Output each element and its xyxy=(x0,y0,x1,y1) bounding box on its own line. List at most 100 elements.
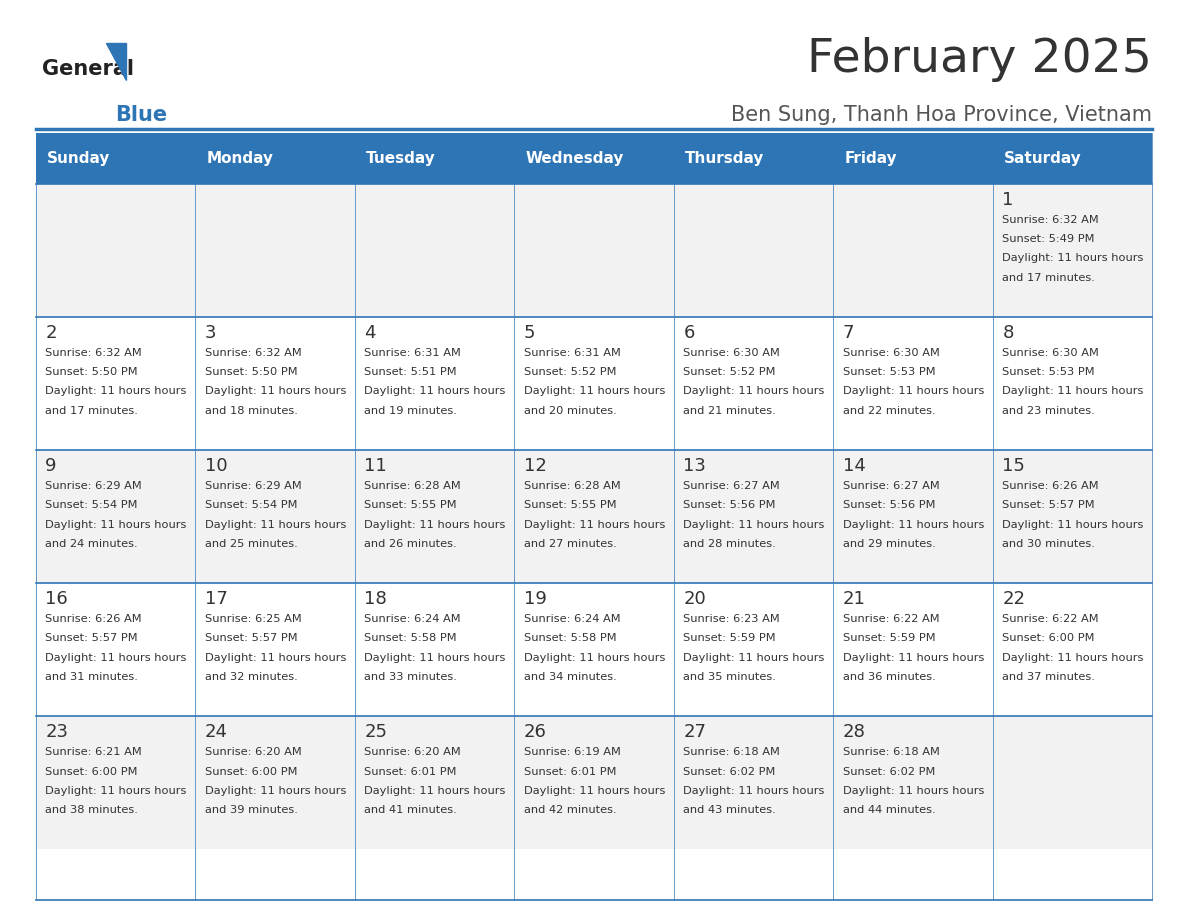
Text: Daylight: 11 hours hours: Daylight: 11 hours hours xyxy=(1003,253,1144,263)
Text: and 17 minutes.: and 17 minutes. xyxy=(1003,273,1095,283)
FancyBboxPatch shape xyxy=(36,583,195,716)
Text: Daylight: 11 hours hours: Daylight: 11 hours hours xyxy=(1003,386,1144,397)
Text: and 26 minutes.: and 26 minutes. xyxy=(365,539,457,549)
FancyBboxPatch shape xyxy=(833,450,993,583)
Text: Daylight: 11 hours hours: Daylight: 11 hours hours xyxy=(683,386,824,397)
Text: Sunrise: 6:27 AM: Sunrise: 6:27 AM xyxy=(842,481,940,491)
FancyBboxPatch shape xyxy=(514,184,674,317)
Text: Sunrise: 6:21 AM: Sunrise: 6:21 AM xyxy=(45,747,141,757)
Text: Daylight: 11 hours hours: Daylight: 11 hours hours xyxy=(365,520,506,530)
Text: Sunrise: 6:22 AM: Sunrise: 6:22 AM xyxy=(842,614,940,624)
Text: Sunset: 5:58 PM: Sunset: 5:58 PM xyxy=(524,633,617,644)
FancyBboxPatch shape xyxy=(36,184,195,317)
Text: Monday: Monday xyxy=(207,151,273,166)
FancyBboxPatch shape xyxy=(355,184,514,317)
Text: Sunrise: 6:32 AM: Sunrise: 6:32 AM xyxy=(45,348,141,358)
Text: and 23 minutes.: and 23 minutes. xyxy=(1003,406,1095,416)
Text: Sunrise: 6:29 AM: Sunrise: 6:29 AM xyxy=(45,481,141,491)
Text: 22: 22 xyxy=(1003,590,1025,609)
Text: and 32 minutes.: and 32 minutes. xyxy=(204,672,297,682)
Text: and 36 minutes.: and 36 minutes. xyxy=(842,672,936,682)
FancyBboxPatch shape xyxy=(195,184,355,317)
FancyBboxPatch shape xyxy=(833,184,993,317)
Text: and 34 minutes.: and 34 minutes. xyxy=(524,672,617,682)
Text: 21: 21 xyxy=(842,590,866,609)
FancyBboxPatch shape xyxy=(993,716,1152,849)
FancyBboxPatch shape xyxy=(355,317,514,450)
Text: 24: 24 xyxy=(204,723,228,742)
Text: Sunrise: 6:27 AM: Sunrise: 6:27 AM xyxy=(683,481,781,491)
Text: Sunset: 5:55 PM: Sunset: 5:55 PM xyxy=(365,500,457,510)
Text: Blue: Blue xyxy=(115,105,168,125)
Text: Daylight: 11 hours hours: Daylight: 11 hours hours xyxy=(524,786,665,796)
Text: Wednesday: Wednesday xyxy=(525,151,624,166)
Text: Sunrise: 6:29 AM: Sunrise: 6:29 AM xyxy=(204,481,302,491)
FancyBboxPatch shape xyxy=(195,716,355,849)
Text: 8: 8 xyxy=(1003,324,1013,342)
Text: and 25 minutes.: and 25 minutes. xyxy=(204,539,297,549)
Text: Daylight: 11 hours hours: Daylight: 11 hours hours xyxy=(842,386,984,397)
Text: Sunrise: 6:25 AM: Sunrise: 6:25 AM xyxy=(204,614,302,624)
Text: Friday: Friday xyxy=(845,151,897,166)
Text: and 37 minutes.: and 37 minutes. xyxy=(1003,672,1095,682)
Text: Daylight: 11 hours hours: Daylight: 11 hours hours xyxy=(45,653,187,663)
Text: Daylight: 11 hours hours: Daylight: 11 hours hours xyxy=(1003,653,1144,663)
FancyBboxPatch shape xyxy=(195,583,355,716)
Text: Sunset: 5:55 PM: Sunset: 5:55 PM xyxy=(524,500,617,510)
Text: Daylight: 11 hours hours: Daylight: 11 hours hours xyxy=(524,386,665,397)
Text: Sunset: 6:00 PM: Sunset: 6:00 PM xyxy=(1003,633,1095,644)
Text: Daylight: 11 hours hours: Daylight: 11 hours hours xyxy=(365,653,506,663)
Text: Sunrise: 6:28 AM: Sunrise: 6:28 AM xyxy=(524,481,620,491)
FancyBboxPatch shape xyxy=(674,583,833,716)
Text: Sunset: 5:51 PM: Sunset: 5:51 PM xyxy=(365,367,457,377)
Text: 2: 2 xyxy=(45,324,57,342)
Text: 7: 7 xyxy=(842,324,854,342)
Text: Sunset: 5:59 PM: Sunset: 5:59 PM xyxy=(842,633,935,644)
Text: 10: 10 xyxy=(204,457,227,476)
Text: and 20 minutes.: and 20 minutes. xyxy=(524,406,617,416)
Text: 6: 6 xyxy=(683,324,695,342)
FancyBboxPatch shape xyxy=(195,317,355,450)
Text: Sunset: 5:54 PM: Sunset: 5:54 PM xyxy=(204,500,297,510)
Text: Sunrise: 6:20 AM: Sunrise: 6:20 AM xyxy=(204,747,302,757)
Text: Daylight: 11 hours hours: Daylight: 11 hours hours xyxy=(45,520,187,530)
FancyBboxPatch shape xyxy=(674,133,833,184)
Text: Sunset: 6:00 PM: Sunset: 6:00 PM xyxy=(45,767,138,777)
Text: Daylight: 11 hours hours: Daylight: 11 hours hours xyxy=(524,520,665,530)
Text: Daylight: 11 hours hours: Daylight: 11 hours hours xyxy=(365,386,506,397)
Text: Sunrise: 6:22 AM: Sunrise: 6:22 AM xyxy=(1003,614,1099,624)
Text: 12: 12 xyxy=(524,457,546,476)
Text: Sunset: 5:54 PM: Sunset: 5:54 PM xyxy=(45,500,138,510)
Text: 4: 4 xyxy=(365,324,375,342)
Text: Daylight: 11 hours hours: Daylight: 11 hours hours xyxy=(45,786,187,796)
Text: and 41 minutes.: and 41 minutes. xyxy=(365,805,457,815)
Text: 11: 11 xyxy=(365,457,387,476)
Text: Sunset: 6:00 PM: Sunset: 6:00 PM xyxy=(204,767,297,777)
FancyBboxPatch shape xyxy=(195,133,355,184)
Text: Sunrise: 6:28 AM: Sunrise: 6:28 AM xyxy=(365,481,461,491)
Text: Daylight: 11 hours hours: Daylight: 11 hours hours xyxy=(204,386,346,397)
Text: Sunset: 5:53 PM: Sunset: 5:53 PM xyxy=(1003,367,1095,377)
Text: and 24 minutes.: and 24 minutes. xyxy=(45,539,138,549)
Text: 14: 14 xyxy=(842,457,866,476)
FancyBboxPatch shape xyxy=(36,450,195,583)
Text: Sunrise: 6:26 AM: Sunrise: 6:26 AM xyxy=(45,614,141,624)
Text: and 43 minutes.: and 43 minutes. xyxy=(683,805,776,815)
Text: and 33 minutes.: and 33 minutes. xyxy=(365,672,457,682)
Text: Sunrise: 6:31 AM: Sunrise: 6:31 AM xyxy=(524,348,620,358)
FancyBboxPatch shape xyxy=(514,450,674,583)
Text: 1: 1 xyxy=(1003,191,1013,209)
Text: Daylight: 11 hours hours: Daylight: 11 hours hours xyxy=(842,786,984,796)
FancyBboxPatch shape xyxy=(833,583,993,716)
Text: Sunrise: 6:30 AM: Sunrise: 6:30 AM xyxy=(842,348,940,358)
Text: and 28 minutes.: and 28 minutes. xyxy=(683,539,776,549)
FancyBboxPatch shape xyxy=(993,184,1152,317)
FancyBboxPatch shape xyxy=(833,317,993,450)
FancyBboxPatch shape xyxy=(514,583,674,716)
Text: 17: 17 xyxy=(204,590,228,609)
FancyBboxPatch shape xyxy=(195,450,355,583)
FancyBboxPatch shape xyxy=(993,133,1152,184)
Text: Sunrise: 6:31 AM: Sunrise: 6:31 AM xyxy=(365,348,461,358)
FancyBboxPatch shape xyxy=(674,317,833,450)
Text: Sunrise: 6:19 AM: Sunrise: 6:19 AM xyxy=(524,747,620,757)
